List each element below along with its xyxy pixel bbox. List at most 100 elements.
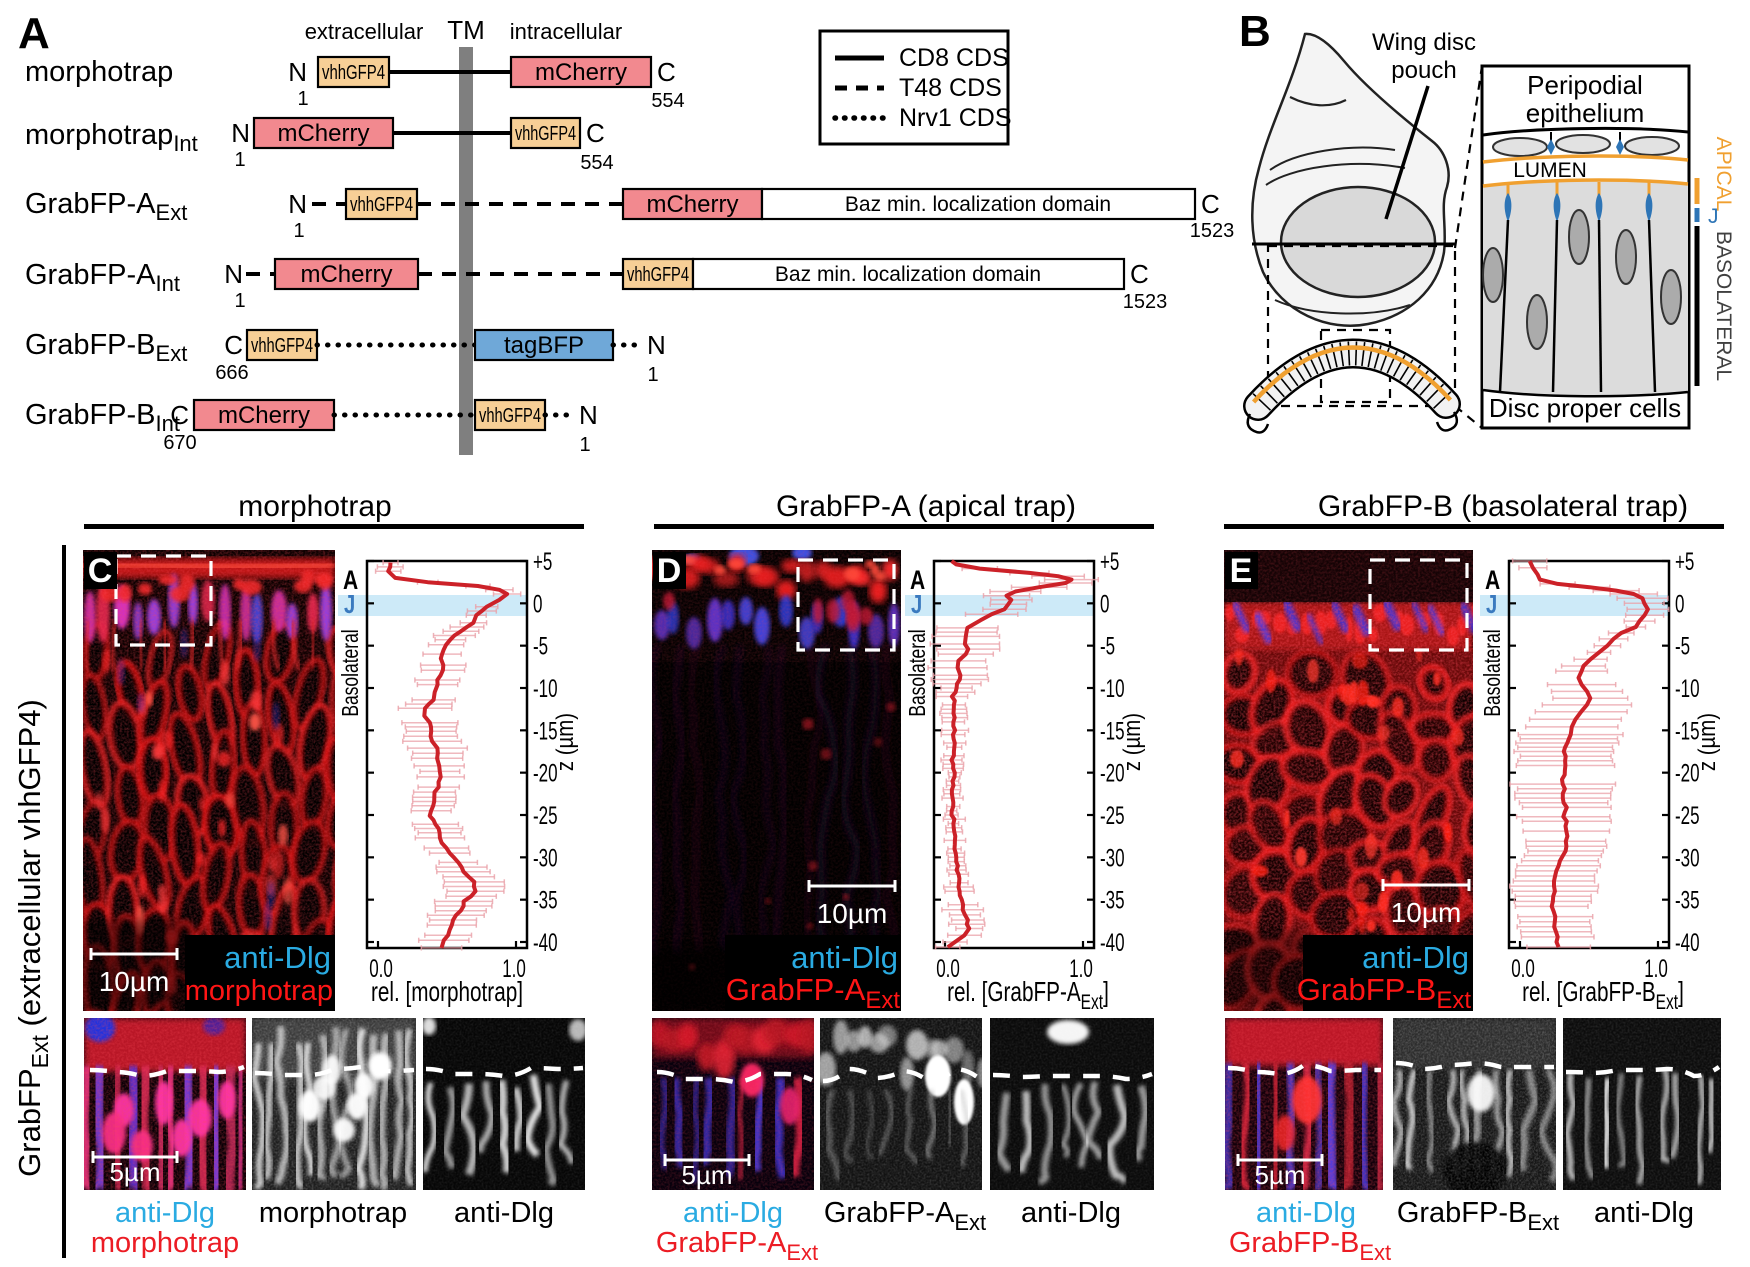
svg-text:554: 554 bbox=[580, 152, 613, 174]
svg-text:GrabFP-BExt: GrabFP-BExt bbox=[1397, 1197, 1559, 1235]
svg-text:1: 1 bbox=[293, 220, 304, 242]
svg-text:z (µm): z (µm) bbox=[1118, 713, 1145, 771]
svg-text:554: 554 bbox=[651, 90, 684, 112]
svg-text:intracellular: intracellular bbox=[510, 19, 623, 44]
svg-text:z (µm): z (µm) bbox=[1693, 713, 1720, 771]
svg-text:morphotrap: morphotrap bbox=[185, 975, 333, 1007]
svg-text:anti-Dlg: anti-Dlg bbox=[791, 940, 898, 975]
svg-text:Basolateral: Basolateral bbox=[1481, 629, 1506, 716]
svg-text:-40: -40 bbox=[533, 929, 558, 957]
svg-text:-10: -10 bbox=[1675, 675, 1700, 703]
svg-text:morphotrapInt: morphotrapInt bbox=[25, 119, 198, 156]
svg-text:1: 1 bbox=[234, 149, 245, 171]
svg-text:-5: -5 bbox=[1675, 632, 1690, 660]
svg-text:morphotrap: morphotrap bbox=[25, 56, 173, 88]
svg-text:APICAL: APICAL bbox=[1712, 137, 1735, 212]
svg-text:A: A bbox=[910, 566, 925, 596]
svg-text:-35: -35 bbox=[1100, 886, 1125, 914]
svg-text:mCherry: mCherry bbox=[646, 191, 738, 218]
svg-text:GrabFP-BInt: GrabFP-BInt bbox=[25, 399, 180, 436]
svg-text:C: C bbox=[1201, 189, 1220, 219]
svg-text:morphotrap: morphotrap bbox=[238, 490, 391, 523]
svg-text:1: 1 bbox=[579, 434, 590, 456]
svg-text:+5: +5 bbox=[1100, 548, 1119, 576]
svg-text:-5: -5 bbox=[1100, 632, 1115, 660]
svg-text:anti-Dlg: anti-Dlg bbox=[1362, 940, 1469, 975]
svg-text:E: E bbox=[1230, 552, 1253, 590]
svg-text:GrabFP-AExt: GrabFP-AExt bbox=[656, 1227, 818, 1265]
svg-text:0.0: 0.0 bbox=[936, 955, 960, 983]
svg-text:rel. [morphotrap]: rel. [morphotrap] bbox=[371, 977, 523, 1008]
svg-text:-20: -20 bbox=[533, 759, 558, 787]
svg-text:670: 670 bbox=[163, 432, 196, 454]
svg-text:0: 0 bbox=[1100, 590, 1110, 618]
svg-text:N: N bbox=[579, 400, 598, 430]
svg-text:A: A bbox=[18, 9, 50, 58]
svg-text:J: J bbox=[911, 590, 922, 619]
svg-text:mCherry: mCherry bbox=[277, 120, 369, 147]
svg-text:BASOLATERAL: BASOLATERAL bbox=[1712, 231, 1735, 381]
svg-text:mCherry: mCherry bbox=[218, 402, 310, 429]
svg-text:-25: -25 bbox=[1675, 802, 1700, 830]
svg-text:0: 0 bbox=[533, 590, 543, 618]
svg-text:vhhGFP4: vhhGFP4 bbox=[251, 335, 313, 357]
svg-text:z (µm): z (µm) bbox=[551, 713, 578, 771]
svg-text:-30: -30 bbox=[533, 844, 558, 872]
svg-text:Baz min. localization domain: Baz min. localization domain bbox=[775, 263, 1041, 286]
svg-text:1.0: 1.0 bbox=[1644, 955, 1668, 983]
svg-text:vhhGFP4: vhhGFP4 bbox=[627, 264, 689, 286]
svg-text:-20: -20 bbox=[1675, 759, 1700, 787]
svg-text:vhhGFP4: vhhGFP4 bbox=[515, 123, 576, 145]
svg-text:10µm: 10µm bbox=[817, 898, 888, 929]
svg-text:anti-Dlg: anti-Dlg bbox=[115, 1197, 215, 1229]
svg-text:C: C bbox=[586, 118, 605, 148]
svg-text:D: D bbox=[657, 552, 682, 590]
svg-text:anti-Dlg: anti-Dlg bbox=[224, 940, 331, 975]
svg-text:1.0: 1.0 bbox=[502, 955, 526, 983]
svg-text:-10: -10 bbox=[533, 675, 558, 703]
svg-text:10µm: 10µm bbox=[1391, 897, 1462, 928]
svg-text:-40: -40 bbox=[1675, 929, 1700, 957]
svg-text:morphotrap: morphotrap bbox=[91, 1227, 239, 1259]
svg-text:-35: -35 bbox=[1675, 886, 1700, 914]
svg-text:N: N bbox=[647, 330, 666, 360]
svg-text:0.0: 0.0 bbox=[1511, 955, 1535, 983]
svg-text:Basolateral: Basolateral bbox=[339, 629, 364, 716]
svg-text:TM: TM bbox=[447, 15, 485, 45]
svg-text:tagBFP: tagBFP bbox=[504, 332, 584, 359]
svg-text:-30: -30 bbox=[1675, 844, 1700, 872]
svg-text:-35: -35 bbox=[533, 886, 558, 914]
svg-text:1523: 1523 bbox=[1123, 291, 1168, 313]
svg-text:B: B bbox=[1239, 7, 1271, 56]
svg-text:N: N bbox=[231, 118, 250, 148]
svg-text:+5: +5 bbox=[533, 548, 552, 576]
svg-text:morphotrap: morphotrap bbox=[259, 1197, 407, 1229]
svg-text:C: C bbox=[88, 552, 113, 590]
svg-text:5µm: 5µm bbox=[681, 1160, 732, 1190]
svg-text:0.0: 0.0 bbox=[369, 955, 393, 983]
svg-text:Baz min. localization domain: Baz min. localization domain bbox=[845, 193, 1111, 216]
svg-text:5µm: 5µm bbox=[109, 1157, 160, 1187]
svg-text:J: J bbox=[344, 590, 355, 619]
svg-text:-10: -10 bbox=[1100, 675, 1125, 703]
svg-text:vhhGFP4: vhhGFP4 bbox=[350, 194, 413, 216]
svg-text:mCherry: mCherry bbox=[300, 261, 392, 288]
svg-text:1: 1 bbox=[647, 364, 658, 386]
svg-text:C: C bbox=[1130, 259, 1149, 289]
svg-text:LUMEN: LUMEN bbox=[1513, 159, 1587, 182]
svg-text:anti-Dlg: anti-Dlg bbox=[683, 1197, 783, 1229]
svg-text:A: A bbox=[343, 566, 358, 596]
svg-text:CD8 CDS: CD8 CDS bbox=[899, 44, 1009, 72]
svg-text:1523: 1523 bbox=[1190, 220, 1235, 242]
svg-text:Peripodial: Peripodial bbox=[1527, 70, 1643, 100]
svg-text:1: 1 bbox=[297, 88, 308, 110]
svg-text:10µm: 10µm bbox=[99, 966, 170, 997]
svg-text:-15: -15 bbox=[1675, 717, 1700, 745]
svg-text:1: 1 bbox=[234, 290, 245, 312]
svg-text:-15: -15 bbox=[533, 717, 558, 745]
svg-text:anti-Dlg: anti-Dlg bbox=[454, 1197, 554, 1229]
svg-text:T48 CDS: T48 CDS bbox=[899, 74, 1002, 102]
svg-text:666: 666 bbox=[215, 362, 248, 384]
svg-text:A: A bbox=[1485, 566, 1500, 596]
svg-text:pouch: pouch bbox=[1391, 57, 1456, 84]
